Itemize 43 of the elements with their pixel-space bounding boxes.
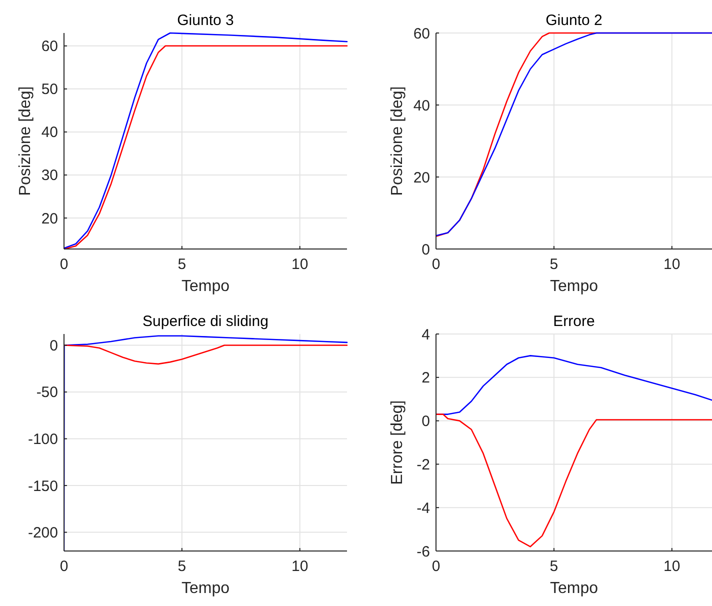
y-tick-label: -50 [36, 384, 58, 402]
y-tick-label: -4 [416, 500, 430, 517]
y-tick-label: 60 [41, 38, 58, 56]
chart-title: Superfice di sliding [142, 313, 268, 330]
y-axis-title: Posizione [deg] [389, 86, 406, 196]
y-tick-label: 0 [50, 337, 58, 354]
y-tick-label: 20 [41, 210, 58, 228]
x-tick-label: 0 [60, 256, 68, 273]
x-tick-label: 10 [664, 256, 680, 273]
chart-title: Giunto 3 [177, 12, 234, 29]
y-tick-label: 40 [41, 124, 58, 142]
y-tick-label: 4 [422, 326, 430, 344]
chart-title: Giunto 2 [546, 12, 602, 29]
y-tick-label: 30 [41, 167, 58, 184]
y-tick-label: 2 [422, 370, 430, 387]
y-tick-label: 60 [413, 25, 430, 42]
y-tick-label: -100 [28, 431, 58, 448]
y-tick-label: -2 [416, 456, 430, 474]
x-tick-label: 10 [291, 256, 308, 273]
x-tick-label: 0 [60, 558, 68, 575]
y-axis-title: Posizione [deg] [17, 86, 34, 196]
y-tick-label: 40 [413, 97, 430, 114]
x-tick-label: 5 [178, 256, 186, 273]
x-tick-label: 5 [550, 558, 558, 575]
line-series [64, 344, 348, 365]
x-axis-title: Tempo [550, 580, 598, 597]
y-tick-label: -200 [28, 524, 58, 542]
x-axis-title: Tempo [550, 278, 598, 295]
x-tick-label: 10 [664, 558, 680, 575]
x-tick-label: 5 [178, 558, 186, 575]
y-tick-label: -150 [28, 478, 58, 495]
y-tick-label: 50 [41, 81, 58, 98]
chart-title: Errore [553, 313, 595, 330]
y-tick-label: 0 [422, 241, 430, 258]
x-tick-label: 5 [550, 256, 558, 273]
line-series [436, 414, 712, 548]
x-axis-title: Tempo [181, 580, 230, 597]
y-axis-title: Errore [deg] [389, 400, 406, 485]
y-tick-label: 20 [413, 169, 430, 186]
y-tick-label: 0 [422, 413, 430, 430]
y-tick-label: -6 [416, 543, 430, 560]
x-axis-title: Tempo [181, 278, 230, 295]
x-tick-label: 10 [291, 558, 308, 575]
